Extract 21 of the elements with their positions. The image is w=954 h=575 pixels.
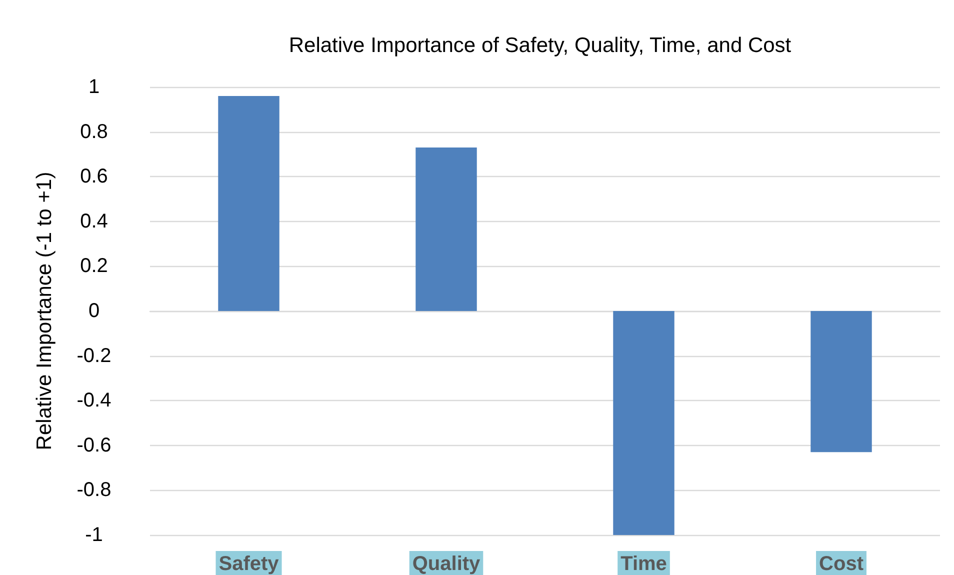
- y-tick-label: 1: [88, 76, 100, 98]
- y-tick-label: -0.8: [76, 479, 112, 502]
- y-axis-title: Relative Importance (-1 to +1): [33, 172, 56, 450]
- y-tick-label: -0.4: [76, 390, 112, 412]
- y-tick-label: -1: [85, 524, 103, 546]
- bar: [613, 311, 674, 535]
- y-tick-label: 0.4: [80, 210, 108, 232]
- y-tick-label: 0: [88, 300, 100, 322]
- bar: [218, 96, 280, 311]
- bar: [810, 311, 872, 452]
- bar: [416, 147, 477, 311]
- chart-title: Relative Importance of Safety, Quality, Time, and Cost: [288, 34, 792, 57]
- x-tick-label: Safety: [218, 553, 280, 575]
- x-tick-label: Quality: [412, 553, 482, 575]
- y-tick-label: -0.2: [76, 344, 112, 367]
- y-tick-label: -0.6: [76, 434, 112, 456]
- x-tick-label: Time: [620, 553, 667, 575]
- y-tick-label: 0.6: [80, 166, 108, 188]
- y-tick-label: 0.8: [80, 120, 108, 143]
- x-tick-label: Cost: [819, 553, 864, 575]
- y-tick-label: 0.2: [80, 255, 108, 278]
